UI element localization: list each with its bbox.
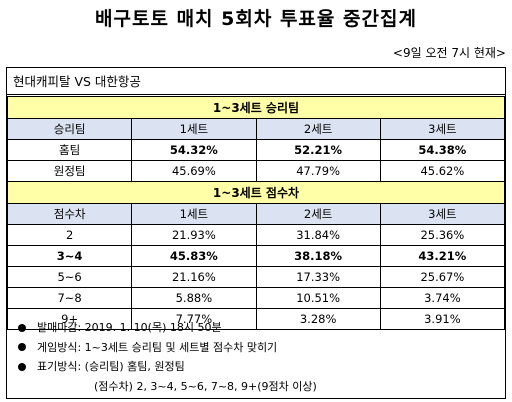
cell-value: 21.93% [131, 224, 257, 246]
column-header: 1세트 [131, 118, 257, 140]
cell-value: 17.33% [255, 266, 381, 288]
table-row: 5~6 21.16% 17.33% 25.67% [6, 266, 506, 288]
note-item: 표기방식: (승리팀) 홈팀, 원정팀 [18, 357, 317, 377]
cell-value: 45.83% [131, 245, 257, 267]
note-text: 게임방식: 1~3세트 승리팀 및 세트별 점수차 맞히기 [37, 340, 278, 354]
cell-value: 7.77% [131, 308, 257, 330]
cell-value: 54.38% [379, 139, 506, 161]
bullet-icon [18, 343, 26, 352]
column-header: 3세트 [379, 203, 506, 225]
column-header: 2세트 [255, 203, 381, 225]
section-title: 1~3세트 승리팀 [7, 96, 505, 119]
section-header-score: 1~3세트 점수차 [7, 181, 505, 204]
table-row: 7~8 5.88% 10.51% 3.74% [6, 287, 506, 309]
section-title: 1~3세트 점수차 [7, 181, 505, 204]
note-text: (점수차) 2, 3~4, 5~6, 7~8, 9+(9점차 이상) [94, 379, 317, 393]
cell-value: 47.79% [255, 160, 381, 182]
cell-value: 38.18% [255, 245, 381, 267]
table-row: 홈팀 54.32% 52.21% 54.38% [6, 139, 506, 161]
note-item: 게임방식: 1~3세트 승리팀 및 세트별 점수차 맞히기 [18, 338, 317, 358]
column-header: 점수차 [6, 203, 133, 225]
note-item: (점수차) 2, 3~4, 5~6, 7~8, 9+(9점차 이상) [18, 377, 317, 397]
results-table: 1~3세트 승리팀 승리팀 1세트 2세트 3세트 홈팀 54.32% 52.2… [6, 96, 506, 330]
cell-value: 3.28% [255, 308, 381, 330]
table-row: 원정팀 45.69% 47.79% 45.62% [6, 160, 506, 182]
note-text: 표기방식: (승리팀) 홈팀, 원정팀 [37, 360, 185, 373]
note-item: 발매마감: 2019. 1. 10(목) 18시 50분 [18, 318, 317, 338]
results-box: 현대캐피탈 VS 대한항공 [6, 67, 506, 399]
cell-value: 21.16% [131, 266, 257, 288]
page-title: 배구토토 매치 5회차 투표율 중간집계 [95, 8, 417, 30]
cell-value: 25.67% [379, 266, 506, 288]
column-header: 승리팀 [6, 118, 133, 140]
table-row: 9+ 7.77% 3.28% 3.91% [6, 308, 506, 330]
cell-value: 10.51% [255, 287, 381, 309]
column-header-row: 점수차 1세트 2세트 3세트 [6, 203, 506, 225]
section-header-winner: 1~3세트 승리팀 [7, 96, 505, 119]
table-row: 3~4 45.83% 38.18% 43.21% [6, 245, 506, 267]
column-header: 3세트 [379, 118, 506, 140]
notes-list: 발매마감: 2019. 1. 10(목) 18시 50분 게임방식: 1~3세트… [18, 318, 317, 396]
cell-value: 45.62% [379, 160, 506, 182]
row-label: 원정팀 [6, 160, 133, 182]
column-header-row: 승리팀 1세트 2세트 3세트 [6, 118, 506, 140]
cell-value: 45.69% [131, 160, 257, 182]
note-text: 발매마감: 2019. 1. 10(목) 18시 50분 [37, 321, 222, 334]
cell-value: 54.32% [131, 139, 257, 161]
column-header: 1세트 [131, 203, 257, 225]
bullet-icon [18, 323, 26, 332]
row-label: 9+ [6, 308, 133, 330]
row-label: 3~4 [6, 245, 133, 267]
cell-value: 5.88% [131, 287, 257, 309]
row-label: 2 [6, 224, 133, 246]
row-label: 7~8 [6, 287, 133, 309]
cell-value: 43.21% [379, 245, 506, 267]
row-label: 5~6 [6, 266, 133, 288]
cell-value: 31.84% [255, 224, 381, 246]
timestamp-subtitle: <9일 오전 7시 현재> [392, 46, 506, 60]
cell-value: 3.74% [379, 287, 506, 309]
cell-value: 52.21% [255, 139, 381, 161]
row-label: 홈팀 [6, 139, 133, 161]
match-title: 현대캐피탈 VS 대한항공 [7, 68, 505, 95]
cell-value: 25.36% [379, 224, 506, 246]
table-row: 2 21.93% 31.84% 25.36% [6, 224, 506, 246]
column-header: 2세트 [255, 118, 381, 140]
cell-value: 3.91% [379, 308, 506, 330]
bullet-icon [18, 362, 26, 371]
